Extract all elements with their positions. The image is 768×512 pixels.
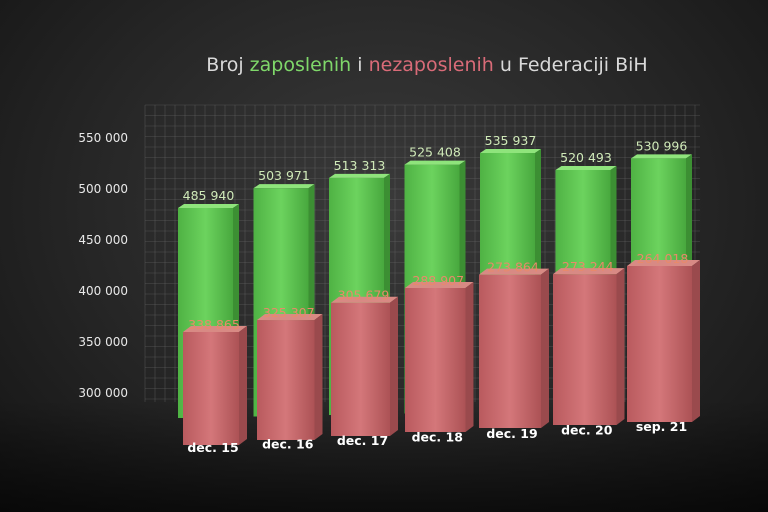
title-part: nezaposlenih [363,54,494,76]
data-label-nezaposlenih: 264 018 [637,251,689,266]
y-tick-label: 300 000 [78,386,128,400]
title-part: i [351,54,362,76]
bar-top-zaposlenih [329,173,390,178]
data-label-zaposlenih: 503 971 [258,168,310,183]
bar-top-zaposlenih [555,165,617,170]
bar-top-zaposlenih [178,204,239,208]
x-tick-label: dec. 19 [486,426,537,441]
bar-nezaposlenih [257,320,315,440]
data-label-nezaposlenih: 273 864 [487,260,539,275]
bar-nezaposlenih [405,287,466,432]
bar-top-nezaposlenih [405,281,474,288]
data-label-zaposlenih: 485 940 [183,188,235,203]
bar-top-nezaposlenih [183,326,247,332]
x-tick-label: dec. 20 [561,423,613,438]
bar-side-nezaposlenih [314,314,323,440]
y-tick-label: 350 000 [78,335,128,349]
bar-top-zaposlenih [631,154,692,159]
y-tick-label: 550 000 [78,131,128,145]
bar-nezaposlenih [553,274,617,425]
x-tick-label: dec. 18 [412,430,463,445]
data-label-nezaposlenih: 305 679 [338,288,390,303]
bar-top-zaposlenih [404,160,466,165]
bar-top-nezaposlenih [553,268,625,275]
y-axis: 300 000 350 000 400 000 450 000 500 000 550 0… [78,131,128,400]
data-label-zaposlenih: 520 493 [560,150,612,165]
data-label-nezaposlenih: 273 244 [562,259,614,274]
x-tick-label: dec. 17 [337,433,388,448]
data-label-nezaposlenih: 338 865 [188,317,240,332]
x-axis: dec. 15 dec. 16 dec. 17 dec. 18 dec. 19 dec. … [187,419,687,455]
data-label-zaposlenih: 513 313 [334,158,386,173]
bar-top-nezaposlenih [627,260,700,266]
title-part: zaposlenih [244,54,352,76]
bar-top-nezaposlenih [479,268,549,275]
bar-top-zaposlenih [253,184,315,189]
data-label-nezaposlenih: 288 907 [412,273,464,288]
bar-side-nezaposlenih [390,296,398,436]
data-label-zaposlenih: 525 408 [409,145,461,160]
y-tick-label: 400 000 [78,284,128,298]
chart-title: Broj zaposlenih i nezaposlenih u Federac… [206,54,647,76]
bar-nezaposlenih [331,302,390,436]
bar-nezaposlenih [479,274,541,428]
bar-top-nezaposlenih [331,296,398,303]
title-part: u Federaciji BiH [494,54,648,76]
bar-nezaposlenih [183,332,239,445]
data-label-zaposlenih: 535 937 [485,133,537,148]
y-tick-label: 450 000 [78,233,128,247]
y-tick-label: 500 000 [78,182,128,196]
bar-side-nezaposlenih [692,260,700,422]
bar-nezaposlenih [627,266,692,422]
title-part: Broj [206,54,243,76]
x-tick-label: sep. 21 [636,419,687,434]
x-tick-label: dec. 15 [187,440,238,455]
bar-side-nezaposlenih [541,268,549,428]
bar-side-nezaposlenih [616,268,625,425]
chart-title-text: Broj zaposlenih i nezaposlenih u Federac… [206,54,647,76]
bar-side-nezaposlenih [465,281,474,432]
bars [178,149,700,445]
bar-side-nezaposlenih [239,326,247,445]
data-label-zaposlenih: 530 996 [636,138,688,153]
x-tick-label: dec. 16 [262,437,314,452]
data-label-nezaposlenih: 325 307 [263,305,315,320]
bar-top-nezaposlenih [257,314,323,321]
bar-top-zaposlenih [480,149,541,153]
data-labels: 485 940 503 971 513 313 525 408 535 937 520 4… [183,133,689,332]
